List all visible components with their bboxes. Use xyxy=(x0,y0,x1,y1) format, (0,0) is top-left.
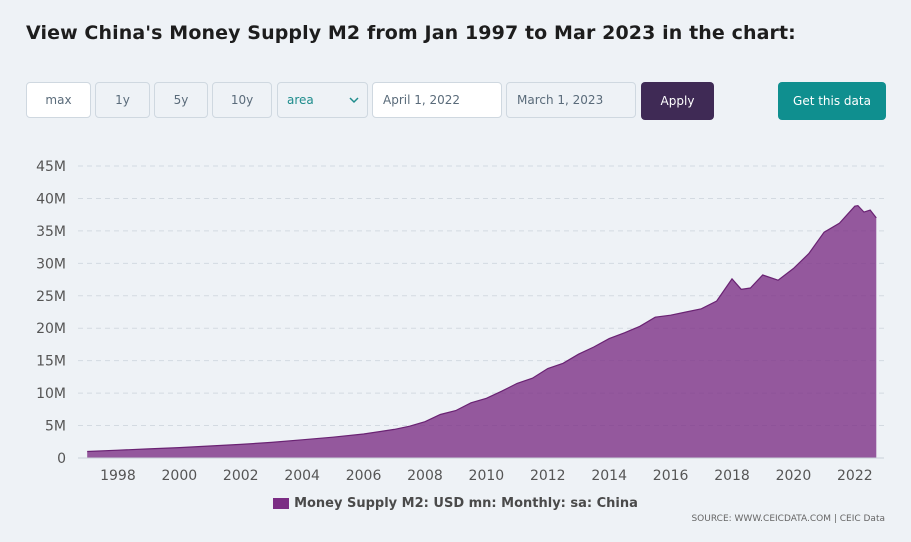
x-tick-label: 2008 xyxy=(407,468,443,484)
y-tick-label: 15M xyxy=(36,354,66,370)
chart-type-select[interactable]: area xyxy=(277,82,368,118)
y-tick-label: 45M xyxy=(36,159,66,175)
x-tick-label: 2014 xyxy=(591,468,627,484)
page-title: View China's Money Supply M2 from Jan 19… xyxy=(26,22,796,44)
x-tick-label: 2000 xyxy=(162,468,198,484)
legend-swatch xyxy=(273,498,290,509)
y-tick-label: 25M xyxy=(36,289,66,305)
source-credit: SOURCE: WWW.CEICDATA.COM | CEIC Data xyxy=(691,514,885,524)
x-tick-label: 1998 xyxy=(100,468,136,484)
x-tick-label: 2006 xyxy=(346,468,382,484)
y-tick-label: 35M xyxy=(36,224,66,240)
chevron-down-icon xyxy=(349,97,359,104)
x-tick-label: 2018 xyxy=(714,468,750,484)
y-tick-label: 20M xyxy=(36,321,66,337)
x-tick-label: 2002 xyxy=(223,468,259,484)
y-tick-label: 10M xyxy=(36,386,66,402)
x-tick-label: 2020 xyxy=(776,468,812,484)
chart-legend[interactable]: Money Supply M2: USD mn: Monthly: sa: Ch… xyxy=(0,496,911,511)
range-10y-button[interactable]: 10y xyxy=(212,82,272,118)
money-supply-chart: 0 5M 10M 15M 20M 25M 30M 35M 40M 45M 1998 2000 2002 2… xyxy=(36,159,884,484)
date-to-input[interactable]: March 1, 2023 xyxy=(506,82,636,118)
series-line xyxy=(87,204,877,453)
chart-type-value: area xyxy=(287,93,314,107)
range-5y-button[interactable]: 5y xyxy=(154,82,208,118)
series-area xyxy=(87,205,877,458)
legend-label: Money Supply M2: USD mn: Monthly: sa: Ch… xyxy=(294,496,638,511)
x-tick-label: 2004 xyxy=(284,468,320,484)
x-tick-label: 2010 xyxy=(469,468,505,484)
y-tick-label: 40M xyxy=(36,191,66,207)
apply-button[interactable]: Apply xyxy=(641,82,714,120)
range-1y-button[interactable]: 1y xyxy=(95,82,150,118)
x-tick-label: 2022 xyxy=(837,468,873,484)
x-tick-label: 2012 xyxy=(530,468,566,484)
y-tick-label: 30M xyxy=(36,256,66,272)
y-tick-label: 5M xyxy=(45,419,66,435)
range-max-button[interactable]: max xyxy=(26,82,91,118)
y-tick-label: 0 xyxy=(57,451,66,467)
x-tick-label: 2016 xyxy=(653,468,689,484)
get-this-data-button[interactable]: Get this data xyxy=(778,82,886,120)
date-from-input[interactable]: April 1, 2022 xyxy=(372,82,502,118)
